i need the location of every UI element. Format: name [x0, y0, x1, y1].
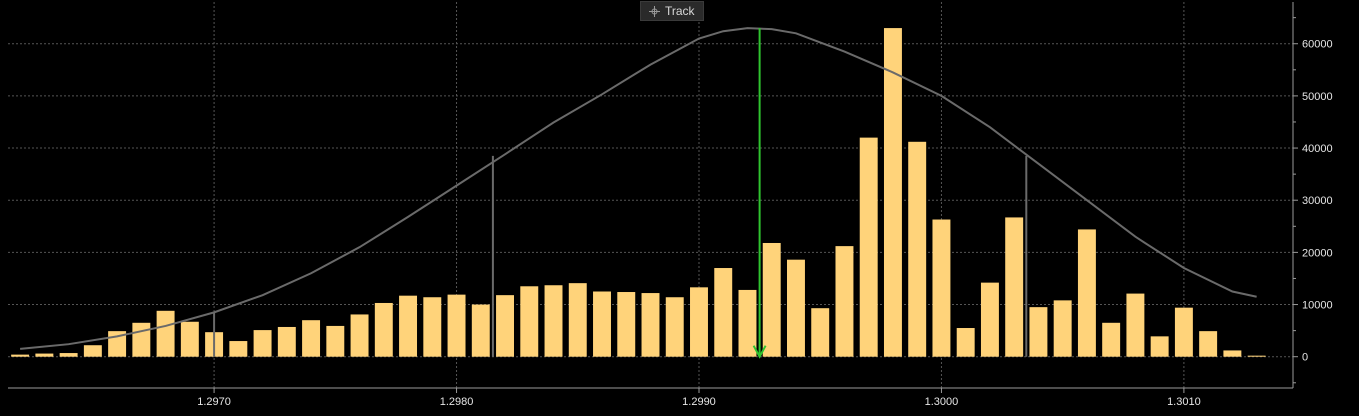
bar: [1174, 307, 1193, 357]
y-tick-label: 30000: [1302, 195, 1333, 207]
bar: [399, 295, 418, 357]
curve-line: [20, 27, 1257, 350]
bar: [835, 246, 854, 357]
bar: [1029, 307, 1048, 357]
axes: [8, 2, 1294, 389]
bar: [496, 295, 514, 357]
track-button[interactable]: Track: [640, 1, 704, 21]
bar: [132, 322, 151, 357]
distribution-curve: [20, 27, 1257, 350]
x-tick-label: 1.3010: [1167, 396, 1201, 408]
x-tick-label: 1.2990: [682, 396, 716, 408]
bar: [83, 345, 102, 357]
bar: [1077, 229, 1096, 357]
bar: [1053, 300, 1072, 357]
bar: [520, 286, 539, 357]
bar: [762, 242, 781, 357]
bar: [447, 294, 466, 357]
bar: [277, 326, 296, 357]
y-tick-label: 60000: [1302, 39, 1333, 51]
y-tick-label: 50000: [1302, 91, 1333, 103]
track-label: Track: [665, 4, 695, 18]
vertical-lines: [213, 155, 1028, 357]
x-tick-label: 1.2980: [440, 396, 474, 408]
x-tick-label: 1.2970: [197, 396, 231, 408]
y-tick-label: 40000: [1302, 143, 1333, 155]
bar: [35, 353, 54, 357]
bar: [1199, 331, 1218, 357]
bar: [568, 283, 587, 357]
crosshair-icon: [649, 5, 660, 17]
bar: [156, 310, 175, 357]
bar: [1150, 336, 1169, 357]
bar: [326, 325, 345, 357]
bar: [544, 285, 563, 357]
bar: [471, 304, 490, 357]
bar: [811, 308, 830, 357]
bar: [11, 354, 30, 357]
bar: [59, 353, 78, 357]
bar: [665, 297, 684, 357]
x-tick-label: 1.3000: [925, 396, 959, 408]
bar: [1223, 350, 1242, 357]
bar: [908, 141, 927, 357]
bar: [956, 328, 975, 357]
marker-arrow: [752, 28, 767, 359]
bar: [423, 297, 442, 357]
bar: [374, 302, 393, 357]
bar: [593, 291, 611, 357]
bar: [690, 287, 708, 357]
bar: [980, 282, 999, 357]
bar: [883, 28, 902, 357]
bar: [932, 219, 951, 357]
bar: [180, 321, 199, 357]
marker-arrowhead: [752, 345, 767, 359]
bar: [787, 259, 805, 357]
bar: [714, 268, 733, 357]
bar: [641, 293, 660, 357]
y-tick-label: 0: [1302, 352, 1308, 364]
bar: [253, 330, 272, 357]
bar: [350, 314, 369, 357]
y-ticks: 0 10000 20000 30000 40000 50000 60000: [1293, 17, 1333, 384]
bar: [617, 292, 636, 357]
bar: [738, 289, 757, 357]
bar: [1005, 217, 1024, 357]
bars: [11, 28, 1266, 357]
bar: [859, 137, 878, 357]
bar: [302, 320, 321, 357]
y-tick-label: 10000: [1302, 300, 1333, 312]
bar: [1102, 322, 1121, 357]
bar: [229, 341, 248, 357]
y-tick-label: 20000: [1302, 247, 1333, 259]
bar: [1126, 293, 1145, 357]
bar: [1247, 355, 1266, 357]
x-ticks: 1.2970 1.2980 1.2990 1.3000 1.3010: [197, 388, 1201, 408]
